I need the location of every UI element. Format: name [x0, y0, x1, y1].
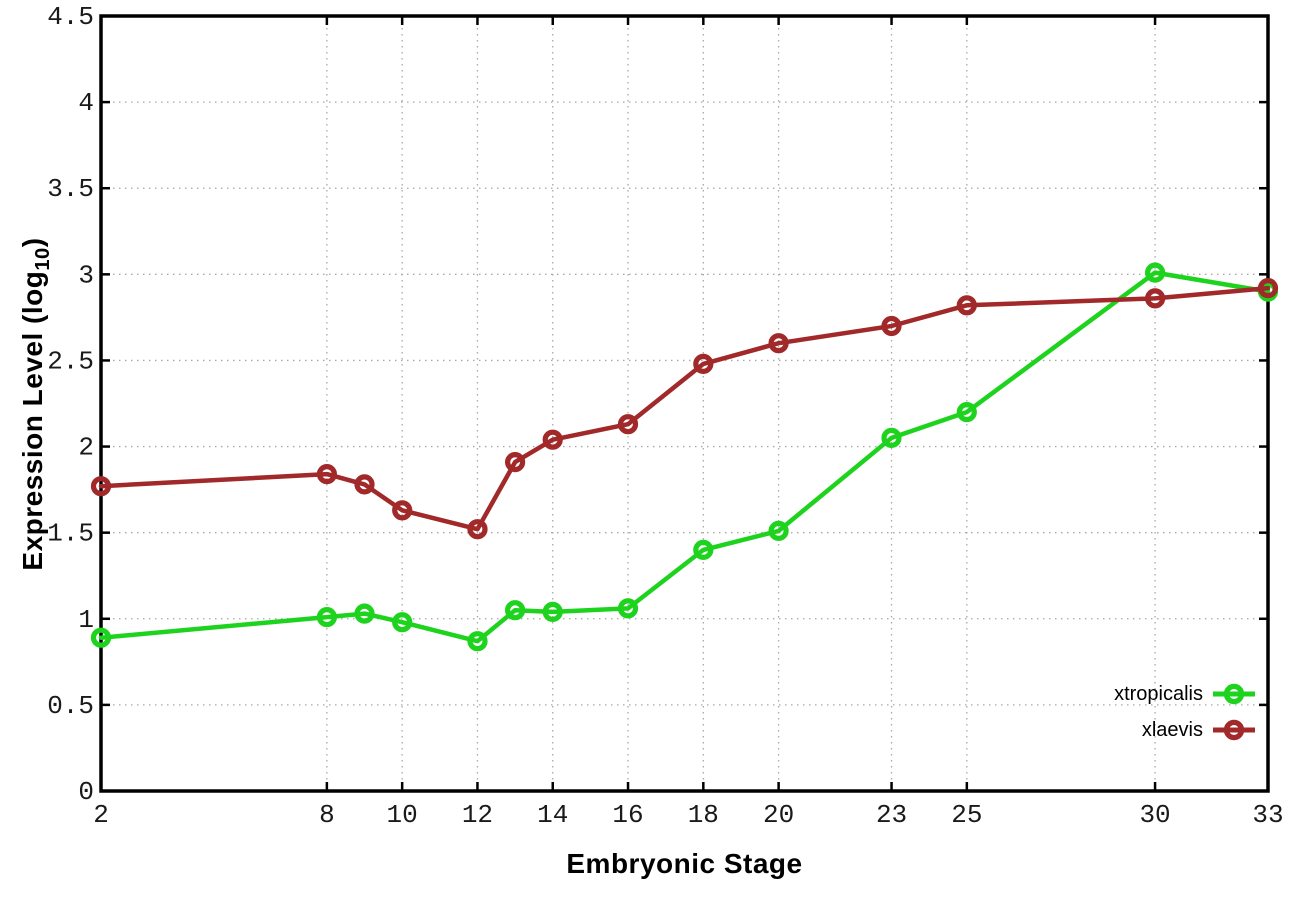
plot-border: [99, 14, 1270, 793]
data-point-xtropicalis: [956, 402, 977, 423]
data-point-xtropicalis: [881, 427, 902, 448]
data-point-xlaevis: [1257, 278, 1279, 299]
data-point-xtropicalis: [693, 539, 714, 561]
data-point-xtropicalis: [90, 627, 112, 648]
x-tick-label: 12: [462, 800, 493, 830]
data-point-xtropicalis: [1144, 262, 1166, 283]
y-axis-title: Expression Level (log10): [17, 237, 55, 570]
x-tick-label: 25: [951, 800, 982, 830]
data-point-xtropicalis: [542, 601, 563, 623]
data-point-xtropicalis: [768, 520, 789, 542]
x-tick-label: 30: [1139, 800, 1170, 830]
legend-sample-point: [1223, 683, 1245, 705]
data-point-xlaevis: [881, 315, 902, 337]
series-line-xlaevis: [98, 285, 1271, 532]
data-point-xtropicalis: [617, 598, 639, 619]
data-point-xlaevis: [90, 476, 112, 497]
data-point-xtropicalis: [504, 600, 526, 621]
data-point-xlaevis: [956, 295, 977, 316]
y-tick-label: 1.5: [47, 519, 94, 549]
legend: xtropicalis xlaevis: [1114, 676, 1256, 748]
y-axis-title-end: ): [17, 237, 49, 248]
data-point-xtropicalis: [316, 606, 337, 628]
data-point-xlaevis: [467, 519, 488, 540]
y-tick-label: 4.5: [47, 2, 94, 32]
data-point-xtropicalis: [392, 612, 413, 633]
data-point-xlaevis: [316, 464, 337, 485]
x-tick-label: 20: [763, 800, 794, 830]
x-tick-label: 18: [688, 800, 719, 830]
legend-item-xlaevis: xlaevis: [1114, 712, 1256, 748]
x-axis-title: Embryonic Stage: [566, 848, 803, 879]
data-point-xtropicalis: [354, 603, 375, 624]
legend-sample-point: [1223, 719, 1245, 741]
data-point-xlaevis: [392, 500, 413, 521]
y-tick-label: 2: [78, 433, 94, 463]
y-tick-label: 1: [78, 605, 94, 635]
series-line-xtropicalis: [98, 270, 1271, 644]
x-tick-label: 14: [537, 800, 568, 830]
x-tick-label: 16: [612, 800, 643, 830]
data-point-xlaevis: [354, 474, 375, 495]
data-point-xlaevis: [768, 333, 789, 354]
y-tick-label: 3.5: [47, 174, 94, 204]
legend-marker-xtropicalis: [1213, 683, 1255, 705]
y-tick-label: 3: [78, 260, 94, 290]
data-point-xlaevis: [504, 452, 526, 473]
x-tick-label: 23: [876, 800, 907, 830]
x-tick-label: 10: [387, 800, 418, 830]
data-point-xlaevis: [617, 414, 639, 435]
y-tick-label: 0: [78, 777, 94, 807]
x-tick-label: 33: [1252, 800, 1283, 830]
y-axis-title-subscript: 10: [31, 247, 54, 271]
legend-marker-xlaevis: [1213, 719, 1255, 741]
data-point-xtropicalis: [467, 631, 488, 652]
x-tick-label: 2: [93, 800, 109, 830]
data-point-xlaevis: [1144, 288, 1166, 309]
data-point-xlaevis: [542, 429, 563, 450]
y-axis-title-main: Expression Level (log: [17, 270, 49, 571]
data-point-xlaevis: [693, 353, 714, 374]
legend-item-xtropicalis: xtropicalis: [1114, 676, 1256, 712]
y-tick-label: 4: [78, 88, 94, 118]
legend-label-xtropicalis: xtropicalis: [1114, 682, 1203, 705]
y-tick-label: 0.5: [47, 691, 94, 721]
legend-label-xlaevis: xlaevis: [1141, 718, 1203, 741]
y-tick-label: 2.5: [47, 346, 94, 376]
x-tick-label: 8: [319, 800, 335, 830]
